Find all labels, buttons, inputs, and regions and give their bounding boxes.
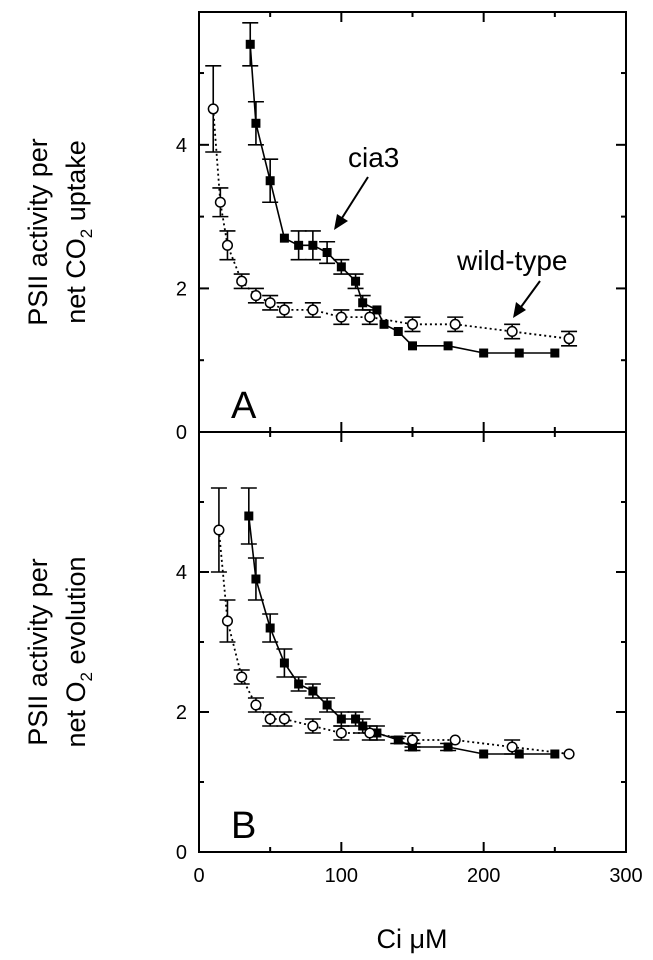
panel-a-wild-type-point	[307, 304, 319, 316]
panel-b-wild-type-point	[563, 748, 575, 760]
panel-a-wild-type-point	[506, 325, 518, 338]
panel-a-cia3-point	[308, 240, 318, 250]
panel-b-cia3-point	[372, 728, 382, 738]
panel-b-cia3-point	[479, 749, 489, 759]
panel-a-cia3-point	[251, 118, 261, 128]
panel-b-wild-type-point	[221, 615, 234, 627]
error-bars	[205, 21, 578, 755]
panel-b-y-tick-label: 0	[176, 842, 187, 864]
panel-a-wild-type-point	[278, 304, 290, 316]
panel-a-frame	[198, 11, 627, 433]
x-axis-title: Ci μM	[376, 924, 447, 954]
panel-a-cia3-point	[322, 248, 332, 258]
panel-a-wild-type-point	[406, 318, 419, 330]
panel-b-ylabel: PSII activity per net O2 evolution	[23, 556, 96, 747]
wild-type-annotation-arrowhead	[513, 302, 526, 318]
panel-b-cia3-point	[279, 658, 289, 668]
panel-a-cia3-point	[351, 276, 361, 286]
panel-b-cia3-point	[393, 735, 403, 745]
panel-b-cia3-point	[351, 714, 361, 724]
panel-b-wild-type-point	[278, 713, 290, 725]
panel-b-ylabel-line2: net O2 evolution	[61, 556, 96, 747]
panel-a-cia3-point	[479, 348, 489, 358]
tick-labels: 0 2 4 0 100 200 300 0 2 4	[176, 135, 643, 887]
panel-b-cia3-point	[408, 742, 417, 752]
wild-type-annotation: wild-type	[456, 245, 567, 276]
panel-a-wild-type-point	[236, 275, 248, 287]
wild-type-annotation-arrow-line	[520, 280, 541, 308]
panel-a-cia3-point	[514, 348, 524, 358]
cia3-annotation-arrowhead	[334, 214, 348, 230]
panel-b-cia3-point	[550, 749, 560, 759]
panel-a-ylabel-line2: net CO2 uptake	[61, 140, 96, 324]
panel-b-wild-type-point	[250, 699, 262, 711]
panel-b-cia3-point	[322, 700, 332, 710]
cia3-annotation-arrow-line	[341, 176, 369, 219]
x-tick-label: 300	[609, 865, 642, 887]
panel-b-cia3-point	[443, 742, 453, 752]
panel-b-wild-type-point	[213, 524, 225, 536]
panel-b-wild-type-point	[506, 741, 518, 753]
data-markers	[207, 39, 575, 760]
panel-a-ylabel-line1: PSII activity per	[23, 138, 53, 326]
panel-b-cia3-point	[514, 749, 524, 759]
cia3-annotation: cia3	[348, 142, 399, 173]
panel-a-cia3-point	[550, 348, 560, 358]
panel-b-cia3-point	[265, 623, 275, 633]
panel-b-cia3-point	[358, 721, 368, 731]
panel-a-cia3-point	[358, 298, 368, 308]
panel-a-wild-type-point	[364, 311, 376, 323]
panel-b-cia3-point	[336, 714, 346, 724]
panel-a-wild-type-point	[207, 103, 219, 115]
panel-b-wild-type-point	[406, 734, 419, 746]
panel-a-cia3-line	[249, 44, 555, 354]
panel-b-cia3-point	[308, 686, 318, 696]
panel-a-cia3-point	[443, 341, 453, 351]
panel-b-wild-type-point	[307, 720, 319, 732]
panel-a-wild-type-point	[449, 318, 461, 330]
panel-b-label: B	[231, 805, 256, 847]
panel-a-cia3-point	[393, 326, 403, 336]
panel-a-wild-type-point	[264, 297, 276, 309]
x-tick-label: 0	[193, 865, 204, 887]
panel-b-wild-type-point	[335, 727, 347, 739]
panel-a-wild-type-point	[214, 196, 226, 208]
panel-b-wild-type-point	[264, 713, 276, 725]
panel-a-cia3-point	[294, 240, 304, 250]
panel-a-cia3-point	[265, 176, 275, 186]
panel-a-wild-type-point	[221, 239, 234, 251]
panel-b-y-tick-label: 2	[176, 702, 187, 724]
panel-b-cia3-point	[294, 679, 304, 689]
panel-a-cia3-point	[379, 319, 389, 329]
panel-b-ylabel-line1: PSII activity per	[23, 558, 53, 746]
panel-b-cia3-point	[251, 574, 261, 584]
axis-ticks	[198, 12, 627, 853]
panel-b-cia3-line	[248, 515, 555, 755]
panel-a-cia3-point	[279, 233, 289, 243]
panel-b-wild-type-point	[449, 734, 461, 746]
panel-a-ylabel: PSII activity per net CO2 uptake	[23, 138, 96, 326]
panel-a-y-tick-label: 4	[176, 135, 187, 157]
panel-b-wild-type-point	[364, 727, 376, 739]
panel-a-cia3-point	[245, 39, 255, 49]
panel-a-y-tick-label: 2	[176, 278, 187, 300]
panel-a-wild-type-point	[563, 333, 575, 345]
panel-a-cia3-point	[336, 262, 346, 272]
panel-b-cia3-point	[244, 511, 254, 521]
panel-b-y-tick-label: 4	[176, 562, 187, 584]
panel-a-wild-type-point	[250, 290, 262, 302]
x-tick-label: 100	[325, 865, 358, 887]
panel-a-cia3-point	[372, 305, 382, 315]
panel-a-y-tick-label: 0	[176, 422, 187, 444]
panel-a-cia3-point	[408, 341, 417, 351]
x-tick-label: 200	[467, 865, 500, 887]
panel-b-wild-type-point	[236, 671, 248, 683]
panel-a-label: A	[231, 385, 257, 427]
panel-a-wild-type-point	[335, 311, 347, 323]
